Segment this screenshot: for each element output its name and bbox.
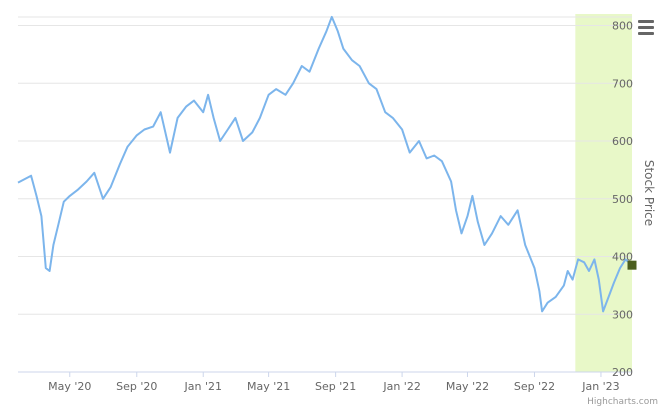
- y-tick-label: 500: [612, 193, 633, 206]
- x-tick-label: Sep '20: [116, 380, 157, 393]
- grid-layer: [18, 16, 632, 373]
- x-tick-label: May '22: [446, 380, 489, 393]
- x-tick-label: Jan '21: [183, 380, 221, 393]
- highlight-band: [575, 14, 632, 372]
- y-tick-label: 600: [612, 135, 633, 148]
- y-tick-label: 200: [612, 366, 633, 379]
- y-tick-labels: 200 300 400 500 600 700 800: [612, 20, 633, 379]
- price-series-line[interactable]: [17, 15, 633, 313]
- menu-bar-bottom: [638, 32, 654, 35]
- series-layer: [17, 15, 633, 313]
- x-tick-label: Jan '22: [382, 380, 420, 393]
- y-tick-label: 800: [612, 20, 633, 33]
- hamburger-menu-icon[interactable]: [636, 20, 658, 38]
- y-tick-label: 300: [612, 308, 633, 321]
- x-tick-labels: May '20 Sep '20 Jan '21 May '21 Sep '21 Jan '…: [48, 372, 620, 393]
- menu-bar-middle: [638, 26, 654, 29]
- x-tick-label: May '21: [247, 380, 290, 393]
- last-value-marker[interactable]: [627, 260, 637, 270]
- y-tick-label: 700: [612, 77, 633, 90]
- marker-layer: [627, 260, 637, 270]
- credits-text[interactable]: Highcharts.com: [587, 397, 658, 407]
- x-tick-label: Sep '21: [315, 380, 356, 393]
- x-tick-label: Sep '22: [514, 380, 555, 393]
- highlight-band-layer: [575, 14, 632, 372]
- menu-bar-top: [638, 20, 654, 23]
- x-tick-label: May '20: [48, 380, 91, 393]
- x-tick-label: Jan '23: [581, 380, 619, 393]
- y-tick-label: 400: [612, 251, 633, 264]
- y-axis-title: Stock Price: [642, 160, 656, 226]
